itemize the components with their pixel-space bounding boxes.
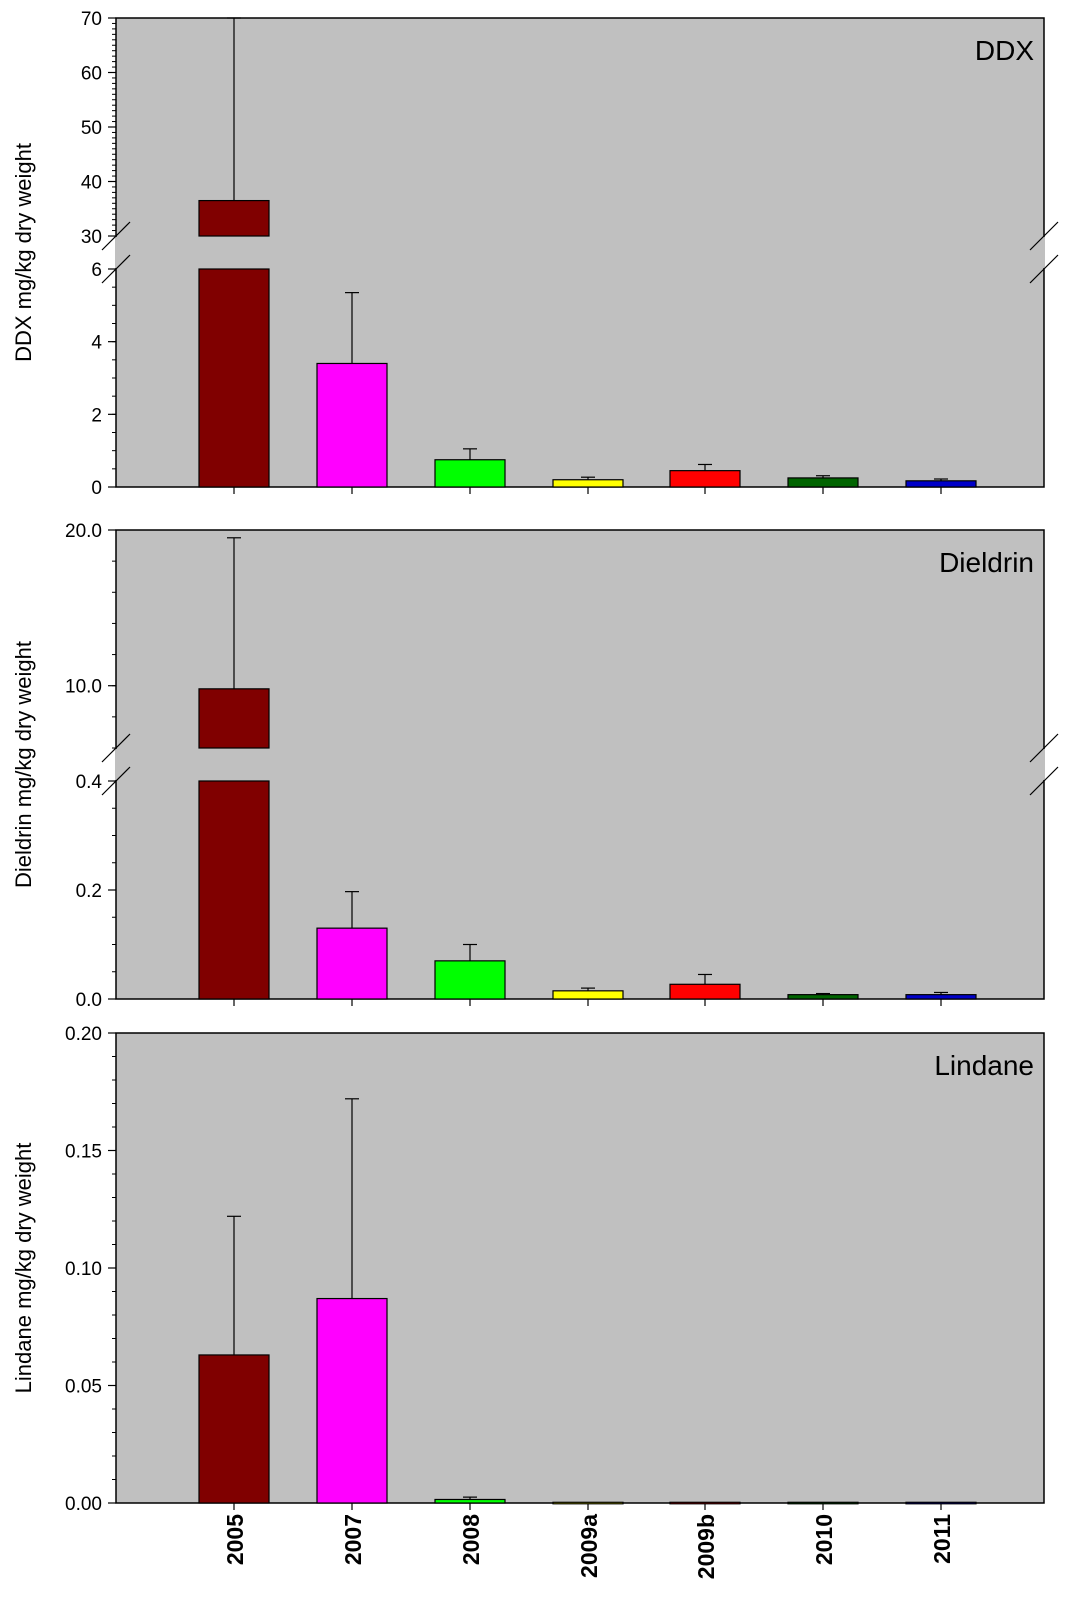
bar-2009b: [669, 470, 741, 488]
panel-lindane: 0.00 0.05 0.10 0.15 0.20 Lindane Lindane mg/kg…: [11, 1024, 1045, 1515]
x-category-label: 2005: [222, 1514, 248, 1565]
bar-2011: [905, 1501, 977, 1505]
y-tick-label: 0: [91, 478, 102, 499]
bar-2005-lower: [198, 780, 270, 1000]
bar-2008: [434, 1498, 506, 1504]
y-tick-label: 50: [81, 118, 102, 139]
bar-2007: [316, 927, 388, 1000]
bar-2005-upper: [198, 688, 270, 749]
bar-2009b: [669, 983, 741, 1000]
y-tick-label: 0.10: [65, 1259, 102, 1280]
axis-break-mark: [1029, 766, 1059, 796]
plot-area: [115, 1032, 1045, 1504]
axis-break-mark: [1029, 221, 1059, 251]
y-axis-label: Dieldrin mg/kg dry weight: [11, 641, 36, 888]
y-tick-label: 0.05: [65, 1377, 102, 1398]
axis-break-mark: [1029, 254, 1059, 284]
axis-break-gap-right: [1042, 237, 1045, 268]
bar-2010: [787, 477, 859, 488]
x-category-label: 2009a: [576, 1514, 602, 1578]
x-category-label: 2007: [340, 1514, 366, 1565]
bar-2007: [316, 1297, 388, 1504]
bar-2010: [787, 1501, 859, 1505]
x-category-label: 2008: [458, 1514, 484, 1565]
bar-2009a: [552, 1501, 624, 1505]
y-tick-label: 0.20: [65, 1024, 102, 1045]
bar-2005-upper: [198, 199, 270, 237]
y-tick-label: 0.15: [65, 1142, 102, 1163]
bar-2009a: [552, 479, 624, 488]
y-tick-label: 6: [91, 260, 102, 281]
y-tick-label: 70: [81, 9, 102, 30]
axis-break-gap-left: [115, 237, 118, 268]
y-tick-label: 0.0: [76, 990, 102, 1011]
y-tick-label: 4: [91, 333, 102, 354]
bar-2009a: [552, 990, 624, 1000]
panel-dieldrin: 10.0 20.0 0.0 0.2 0.4 Dieldrin Dieldrin mg/kg …: [11, 521, 1059, 1011]
bar-2010: [787, 994, 859, 1000]
panel-title: DDX: [975, 35, 1034, 66]
x-category-label: 2011: [929, 1514, 955, 1564]
bar-2005: [198, 1354, 270, 1504]
y-tick-label: 30: [81, 227, 102, 248]
y-tick-label: 60: [81, 64, 102, 85]
y-tick-label: 0.4: [76, 772, 103, 793]
bar-2008: [434, 459, 506, 488]
y-axis-label: DDX mg/kg dry weight: [11, 143, 36, 362]
x-category-label: 2010: [811, 1514, 837, 1565]
bar-2005-lower: [198, 268, 270, 488]
panel-ddx: 30 40 50 60 70 0 2 4 6 DDX DDX mg/kg dry weight: [11, 9, 1059, 499]
panel-title: Lindane: [934, 1050, 1034, 1081]
x-category-label: 2009b: [693, 1514, 719, 1579]
plot-area: [115, 17, 1045, 488]
panel-title: Dieldrin: [939, 547, 1034, 578]
y-tick-label: 0.2: [76, 881, 102, 902]
y-tick-label: 2: [91, 405, 102, 426]
plot-area: [115, 529, 1045, 1000]
y-tick-label: 0.00: [65, 1494, 102, 1515]
y-tick-label: 20.0: [65, 521, 102, 542]
bar-2011: [905, 994, 977, 1000]
bar-2008: [434, 960, 506, 1000]
axis-break-gap-left: [115, 749, 118, 780]
bar-2011: [905, 480, 977, 488]
y-axis-label: Lindane mg/kg dry weight: [11, 1143, 36, 1394]
axis-break-mark: [1029, 733, 1059, 763]
bar-2007: [316, 362, 388, 488]
bar-2009b: [669, 1501, 741, 1505]
y-tick-label: 40: [81, 173, 102, 194]
axis-break-gap-right: [1042, 749, 1045, 780]
y-tick-label: 10.0: [65, 677, 102, 698]
